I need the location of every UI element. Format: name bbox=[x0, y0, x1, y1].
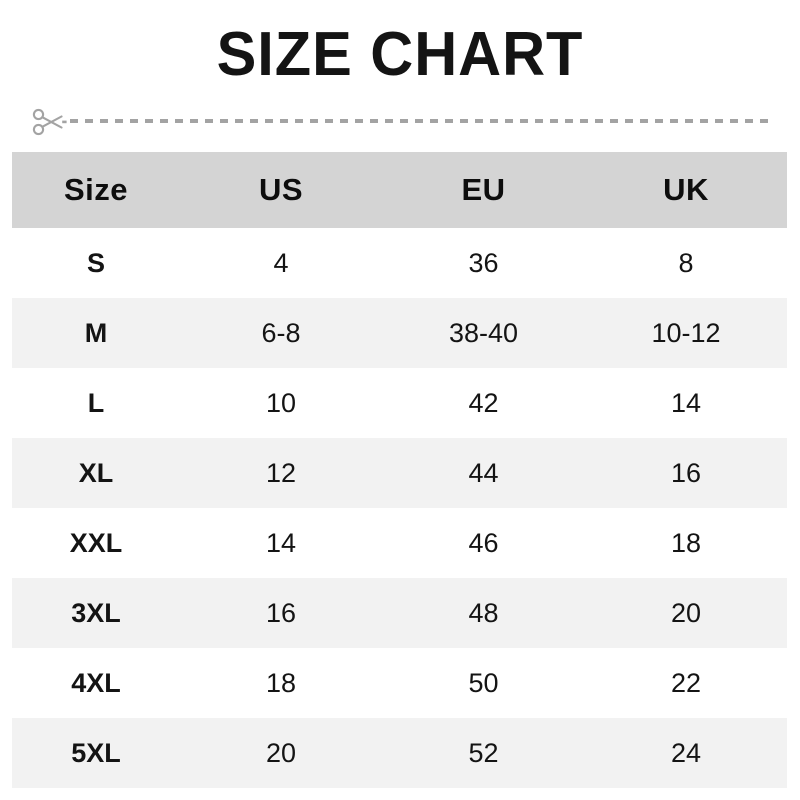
table-row: S 4 36 8 bbox=[12, 228, 787, 298]
table-row: XL 12 44 16 bbox=[12, 438, 787, 508]
column-header-us: US bbox=[180, 152, 382, 228]
table-header: Size US EU UK bbox=[12, 152, 787, 228]
cell-size: L bbox=[12, 368, 180, 438]
cell-eu: 50 bbox=[382, 648, 585, 718]
cell-us: 12 bbox=[180, 438, 382, 508]
cell-size: XL bbox=[12, 438, 180, 508]
cell-us: 4 bbox=[180, 228, 382, 298]
table-row: 4XL 18 50 22 bbox=[12, 648, 787, 718]
cell-size: XXL bbox=[12, 508, 180, 578]
cell-us: 10 bbox=[180, 368, 382, 438]
cell-uk: 16 bbox=[585, 438, 787, 508]
cell-size: M bbox=[12, 298, 180, 368]
column-header-uk: UK bbox=[585, 152, 787, 228]
table-body: S 4 36 8 M 6-8 38-40 10-12 L 10 42 14 XL… bbox=[12, 228, 787, 788]
scissors-icon bbox=[32, 108, 67, 136]
cell-eu: 38-40 bbox=[382, 298, 585, 368]
cell-uk: 24 bbox=[585, 718, 787, 788]
table-header-row: Size US EU UK bbox=[12, 152, 787, 228]
cell-uk: 22 bbox=[585, 648, 787, 718]
cell-eu: 46 bbox=[382, 508, 585, 578]
cell-uk: 10-12 bbox=[585, 298, 787, 368]
cell-eu: 42 bbox=[382, 368, 585, 438]
cell-size: 3XL bbox=[12, 578, 180, 648]
page-title: SIZE CHART bbox=[216, 20, 584, 89]
cell-uk: 20 bbox=[585, 578, 787, 648]
table-row: XXL 14 46 18 bbox=[12, 508, 787, 578]
table-row: M 6-8 38-40 10-12 bbox=[12, 298, 787, 368]
cell-size: S bbox=[12, 228, 180, 298]
cell-eu: 44 bbox=[382, 438, 585, 508]
column-header-size: Size bbox=[12, 152, 180, 228]
cut-line bbox=[24, 102, 776, 142]
table-row: 3XL 16 48 20 bbox=[12, 578, 787, 648]
cell-us: 6-8 bbox=[180, 298, 382, 368]
dashed-cut-line bbox=[70, 119, 772, 123]
column-header-eu: EU bbox=[382, 152, 585, 228]
cell-uk: 18 bbox=[585, 508, 787, 578]
cell-us: 14 bbox=[180, 508, 382, 578]
cell-eu: 36 bbox=[382, 228, 585, 298]
cell-uk: 8 bbox=[585, 228, 787, 298]
size-chart-table: Size US EU UK S 4 36 8 M 6-8 38-40 10-12… bbox=[12, 152, 787, 788]
cell-eu: 48 bbox=[382, 578, 585, 648]
cell-size: 5XL bbox=[12, 718, 180, 788]
cell-us: 20 bbox=[180, 718, 382, 788]
cell-eu: 52 bbox=[382, 718, 585, 788]
table-row: 5XL 20 52 24 bbox=[12, 718, 787, 788]
cell-us: 18 bbox=[180, 648, 382, 718]
cell-uk: 14 bbox=[585, 368, 787, 438]
cell-size: 4XL bbox=[12, 648, 180, 718]
table-row: L 10 42 14 bbox=[12, 368, 787, 438]
cell-us: 16 bbox=[180, 578, 382, 648]
